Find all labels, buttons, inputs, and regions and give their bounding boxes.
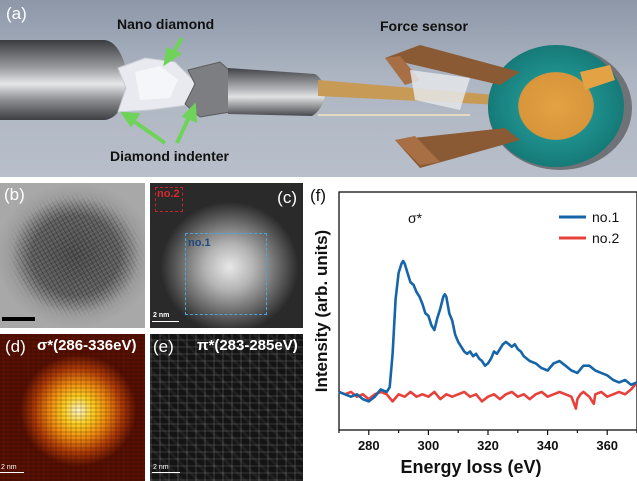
x-tick-label: 360 (596, 438, 618, 453)
right-rod (228, 68, 325, 116)
panel-f-eels-chart: (f) 280 300 320 340 360 σ* no.1 no.2 Energy … (305, 181, 637, 481)
x-tick-label: 300 (418, 438, 440, 453)
region-box-no2: no.2 (155, 187, 183, 212)
force-sensor-label: Force sensor (380, 18, 468, 34)
left-rod (0, 40, 125, 120)
green-arrow-icons (119, 36, 198, 145)
indentation-setup-illustration: (a) Nano diamond Diamond indenter Force … (0, 4, 632, 170)
legend-label-no2: no.2 (592, 230, 619, 246)
panel-c-haadf-image: no.2 no.1 (c) 2 nm (150, 183, 303, 328)
series-line-no2 (338, 381, 637, 410)
nano-diamond-label: Nano diamond (117, 16, 214, 32)
panel-e-pi-map: (e) π*(283-285eV) 2 nm (150, 334, 303, 481)
panel-a-rendering: (a) Nano diamond Diamond indenter Force … (0, 0, 637, 177)
sensor-disc (488, 45, 624, 167)
scale-bar-label: 2 nm (153, 312, 170, 319)
scale-bar-label: 2 nm (1, 464, 17, 471)
eels-spectrum-plot: (f) 280 300 320 340 360 σ* no.1 no.2 Energy … (310, 186, 637, 477)
panel-f-label: (f) (310, 186, 326, 205)
panel-b-label: (b) (4, 185, 25, 204)
scale-bar (2, 317, 35, 321)
legend-label-no1: no.1 (592, 209, 619, 225)
sensor-frame-top (385, 45, 520, 85)
x-tick-label: 320 (477, 438, 499, 453)
x-axis-ticks: 280 300 320 340 360 (338, 430, 637, 453)
scale-bar (152, 320, 179, 322)
x-tick-label: 340 (537, 438, 559, 453)
sigma-star-annotation: σ* (408, 210, 423, 226)
scale-bar (0, 471, 24, 473)
panel-e-title: π*(283-285eV) (197, 337, 298, 354)
panel-e-label: (e) (153, 337, 174, 356)
scale-bar-label: 2 nm (153, 464, 169, 471)
panel-b-hrtem-image: (b) (0, 183, 145, 328)
x-axis-label: Energy loss (eV) (400, 457, 541, 477)
region-box-no1: no.1 (185, 233, 267, 315)
series-line-no1 (338, 259, 637, 403)
panel-d-label: (d) (5, 337, 26, 356)
panel-d-sigma-map: (d) σ*(286-336eV) 2 nm (0, 334, 145, 481)
x-tick-label: 280 (358, 438, 380, 453)
spectrum-curves (338, 259, 637, 410)
panel-d-title: σ*(286-336eV) (37, 337, 137, 354)
panel-c-label: (c) (277, 188, 297, 207)
panel-a-label: (a) (6, 4, 27, 23)
diamond-indenter-tip (184, 61, 239, 118)
legend: no.1 no.2 (559, 209, 619, 246)
y-axis-label: Intensity (arb. units) (312, 230, 331, 392)
scale-bar (152, 471, 180, 473)
separator (0, 177, 637, 181)
diamond-indenter-label: Diamond indenter (110, 148, 230, 164)
